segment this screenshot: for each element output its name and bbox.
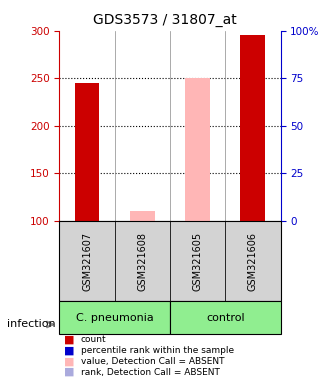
Text: percentile rank within the sample: percentile rank within the sample — [81, 346, 234, 355]
Text: GSM321606: GSM321606 — [248, 232, 258, 291]
Text: ■: ■ — [64, 346, 75, 356]
Text: value, Detection Call = ABSENT: value, Detection Call = ABSENT — [81, 357, 224, 366]
Text: GSM321608: GSM321608 — [137, 232, 147, 291]
Bar — [185, 78, 210, 221]
Bar — [130, 211, 155, 221]
Bar — [225, 221, 280, 301]
Bar — [59, 221, 115, 301]
Bar — [115, 221, 170, 301]
Text: C. pneumonia: C. pneumonia — [76, 313, 153, 323]
Bar — [170, 221, 225, 301]
Bar — [241, 35, 265, 221]
Text: ■: ■ — [64, 367, 75, 377]
Bar — [75, 83, 99, 221]
Text: count: count — [81, 335, 107, 344]
Text: rank, Detection Call = ABSENT: rank, Detection Call = ABSENT — [81, 367, 220, 377]
Text: control: control — [206, 313, 245, 323]
Text: infection: infection — [7, 319, 55, 329]
Bar — [170, 301, 280, 334]
Text: GDS3573 / 31807_at: GDS3573 / 31807_at — [93, 13, 237, 27]
Text: GSM321607: GSM321607 — [82, 232, 92, 291]
Bar — [59, 301, 170, 334]
Text: ■: ■ — [64, 335, 75, 345]
Text: GSM321605: GSM321605 — [193, 232, 203, 291]
Text: ■: ■ — [64, 356, 75, 366]
